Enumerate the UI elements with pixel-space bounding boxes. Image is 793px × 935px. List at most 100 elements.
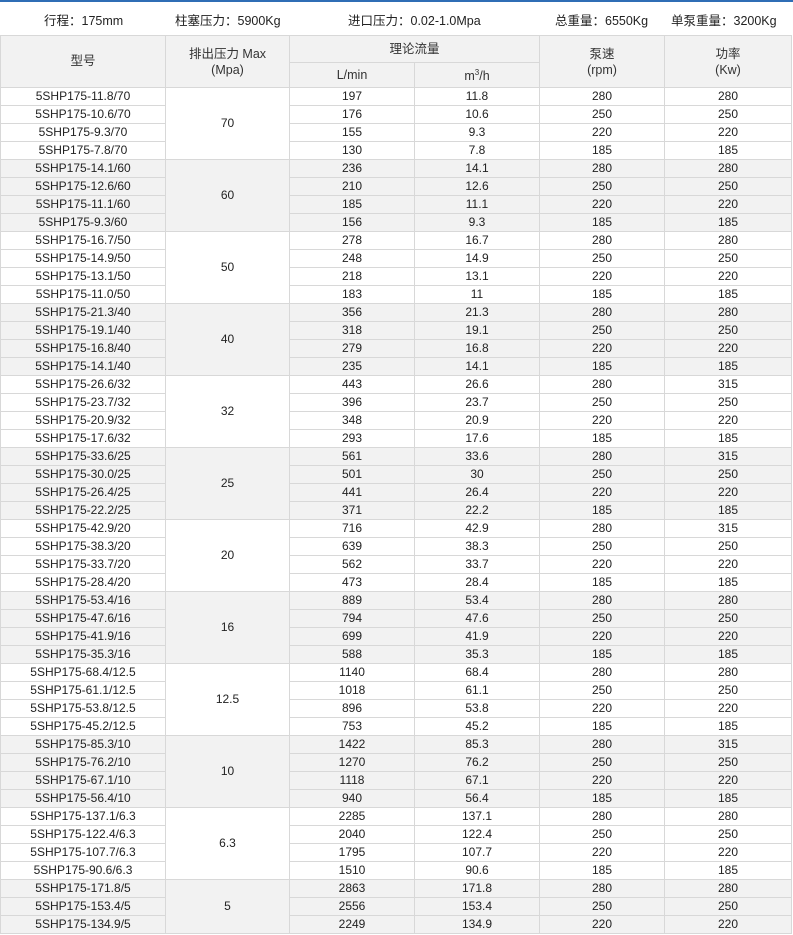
cell-kw: 185 (664, 645, 793, 664)
cell-kw: 185 (664, 141, 793, 160)
cell-kw: 250 (664, 753, 793, 772)
table-row: 5SHP175-22.2/25 371 22.2 185 185 (0, 501, 793, 520)
cell-lmin: 2556 (289, 897, 415, 916)
cell-lmin: 218 (289, 267, 415, 286)
header-model: 型号 (0, 35, 166, 88)
cell-lmin: 236 (289, 159, 415, 178)
cell-m3h: 137.1 (413, 807, 541, 826)
cell-pressure: 70 (165, 87, 290, 160)
cell-m3h: 17.6 (413, 429, 541, 448)
table-row: 5SHP175-153.4/5 2556 153.4 250 250 (0, 897, 793, 916)
cell-lmin: 940 (289, 789, 415, 808)
table-row: 5SHP175-134.9/5 2249 134.9 220 220 (0, 915, 793, 934)
cell-kw: 250 (664, 825, 793, 844)
table-row: 5SHP175-45.2/12.5 753 45.2 185 185 (0, 717, 793, 736)
cell-pressure: 25 (165, 447, 290, 520)
cell-model: 5SHP175-14.9/50 (0, 249, 166, 268)
cell-kw: 185 (664, 573, 793, 592)
cell-lmin: 699 (289, 627, 415, 646)
cell-model: 5SHP175-61.1/12.5 (0, 681, 166, 700)
cell-rpm: 185 (539, 357, 666, 376)
cell-rpm: 185 (539, 141, 666, 160)
cell-lmin: 2863 (289, 879, 415, 898)
cell-kw: 220 (664, 267, 793, 286)
cell-m3h: 14.9 (413, 249, 541, 268)
cell-m3h: 14.1 (413, 357, 541, 376)
cell-rpm: 185 (539, 429, 666, 448)
table-row: 5SHP175-61.1/12.5 1018 61.1 250 250 (0, 681, 793, 700)
cell-rpm: 250 (539, 321, 666, 340)
power-unit: (Kw) (715, 62, 741, 77)
cell-m3h: 19.1 (413, 321, 541, 340)
cell-lmin: 318 (289, 321, 415, 340)
cell-rpm: 185 (539, 789, 666, 808)
cell-model: 5SHP175-11.0/50 (0, 285, 166, 304)
cell-m3h: 22.2 (413, 501, 541, 520)
cell-lmin: 210 (289, 177, 415, 196)
cell-model: 5SHP175-23.7/32 (0, 393, 166, 412)
cell-lmin: 561 (289, 447, 415, 466)
cell-lmin: 371 (289, 501, 415, 520)
m3h-m: m (464, 69, 475, 84)
cell-rpm: 185 (539, 861, 666, 880)
cell-pressure: 5 (165, 879, 290, 934)
cell-lmin: 2249 (289, 915, 415, 934)
cell-m3h: 107.7 (413, 843, 541, 862)
cell-lmin: 197 (289, 87, 415, 106)
cell-kw: 280 (664, 807, 793, 826)
cell-m3h: 16.8 (413, 339, 541, 358)
cell-rpm: 220 (539, 843, 666, 862)
cell-rpm: 185 (539, 285, 666, 304)
table-row: 5SHP175-90.6/6.3 1510 90.6 185 185 (0, 861, 793, 880)
cell-lmin: 443 (289, 375, 415, 394)
cell-m3h: 85.3 (413, 735, 541, 754)
cell-model: 5SHP175-38.3/20 (0, 537, 166, 556)
cell-kw: 185 (664, 285, 793, 304)
cell-lmin: 248 (289, 249, 415, 268)
table-row: 5SHP175-47.6/16 794 47.6 250 250 (0, 609, 793, 628)
table-row: 5SHP175-41.9/16 699 41.9 220 220 (0, 627, 793, 646)
cell-lmin: 279 (289, 339, 415, 358)
cell-m3h: 171.8 (413, 879, 541, 898)
cell-kw: 220 (664, 123, 793, 142)
cell-rpm: 185 (539, 213, 666, 232)
cell-rpm: 250 (539, 465, 666, 484)
cell-m3h: 35.3 (413, 645, 541, 664)
cell-model: 5SHP175-35.3/16 (0, 645, 166, 664)
cell-pressure: 60 (165, 159, 290, 232)
stroke-info: 行程：175mm (44, 14, 124, 28)
cell-m3h: 7.8 (413, 141, 541, 160)
total-weight-info: 总重量：6550Kg (555, 14, 649, 28)
table-row: 5SHP175-28.4/20 473 28.4 185 185 (0, 573, 793, 592)
cell-kw: 250 (664, 321, 793, 340)
cell-m3h: 53.4 (413, 591, 541, 610)
cell-kw: 315 (664, 375, 793, 394)
cell-rpm: 280 (539, 663, 666, 682)
cell-lmin: 588 (289, 645, 415, 664)
cell-lmin: 1118 (289, 771, 415, 790)
cell-model: 5SHP175-47.6/16 (0, 609, 166, 628)
top-accent-bar (0, 0, 793, 2)
table-row: 5SHP175-11.0/50 183 11 185 185 (0, 285, 793, 304)
table-row: 5SHP175-10.6/70 176 10.6 250 250 (0, 105, 793, 124)
cell-kw: 250 (664, 681, 793, 700)
cell-kw: 250 (664, 897, 793, 916)
spec-table: 型号 排出压力 Max (Mpa) 理论流量 泵速 (rpm) 功率 (Kw) L/m… (0, 35, 793, 934)
cell-m3h: 56.4 (413, 789, 541, 808)
table-row: 5SHP175-14.1/60 60 236 14.1 280 280 (0, 159, 793, 232)
cell-kw: 220 (664, 483, 793, 502)
table-row: 5SHP175-107.7/6.3 1795 107.7 220 220 (0, 843, 793, 862)
cell-kw: 250 (664, 537, 793, 556)
cell-lmin: 156 (289, 213, 415, 232)
cell-m3h: 53.8 (413, 699, 541, 718)
cell-pressure: 10 (165, 735, 290, 808)
cell-model: 5SHP175-22.2/25 (0, 501, 166, 520)
cell-model: 5SHP175-67.1/10 (0, 771, 166, 790)
cell-rpm: 280 (539, 231, 666, 250)
table-row: 5SHP175-56.4/10 940 56.4 185 185 (0, 789, 793, 808)
cell-kw: 280 (664, 663, 793, 682)
cell-model: 5SHP175-33.7/20 (0, 555, 166, 574)
cell-m3h: 68.4 (413, 663, 541, 682)
table-row: 5SHP175-14.9/50 248 14.9 250 250 (0, 249, 793, 268)
table-row: 5SHP175-35.3/16 588 35.3 185 185 (0, 645, 793, 664)
